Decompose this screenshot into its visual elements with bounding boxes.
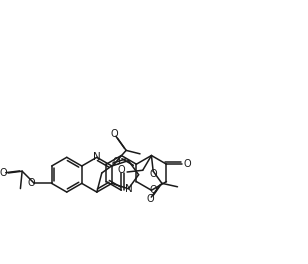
Text: N: N: [124, 184, 132, 194]
Text: O: O: [150, 185, 157, 195]
Text: O: O: [183, 159, 191, 169]
Text: O: O: [149, 169, 157, 179]
Text: N: N: [93, 152, 101, 162]
Text: O: O: [27, 178, 35, 188]
Text: O: O: [0, 168, 7, 178]
Text: O: O: [146, 194, 154, 204]
Text: O: O: [118, 165, 125, 175]
Text: O: O: [111, 129, 118, 139]
Text: O: O: [112, 157, 120, 167]
